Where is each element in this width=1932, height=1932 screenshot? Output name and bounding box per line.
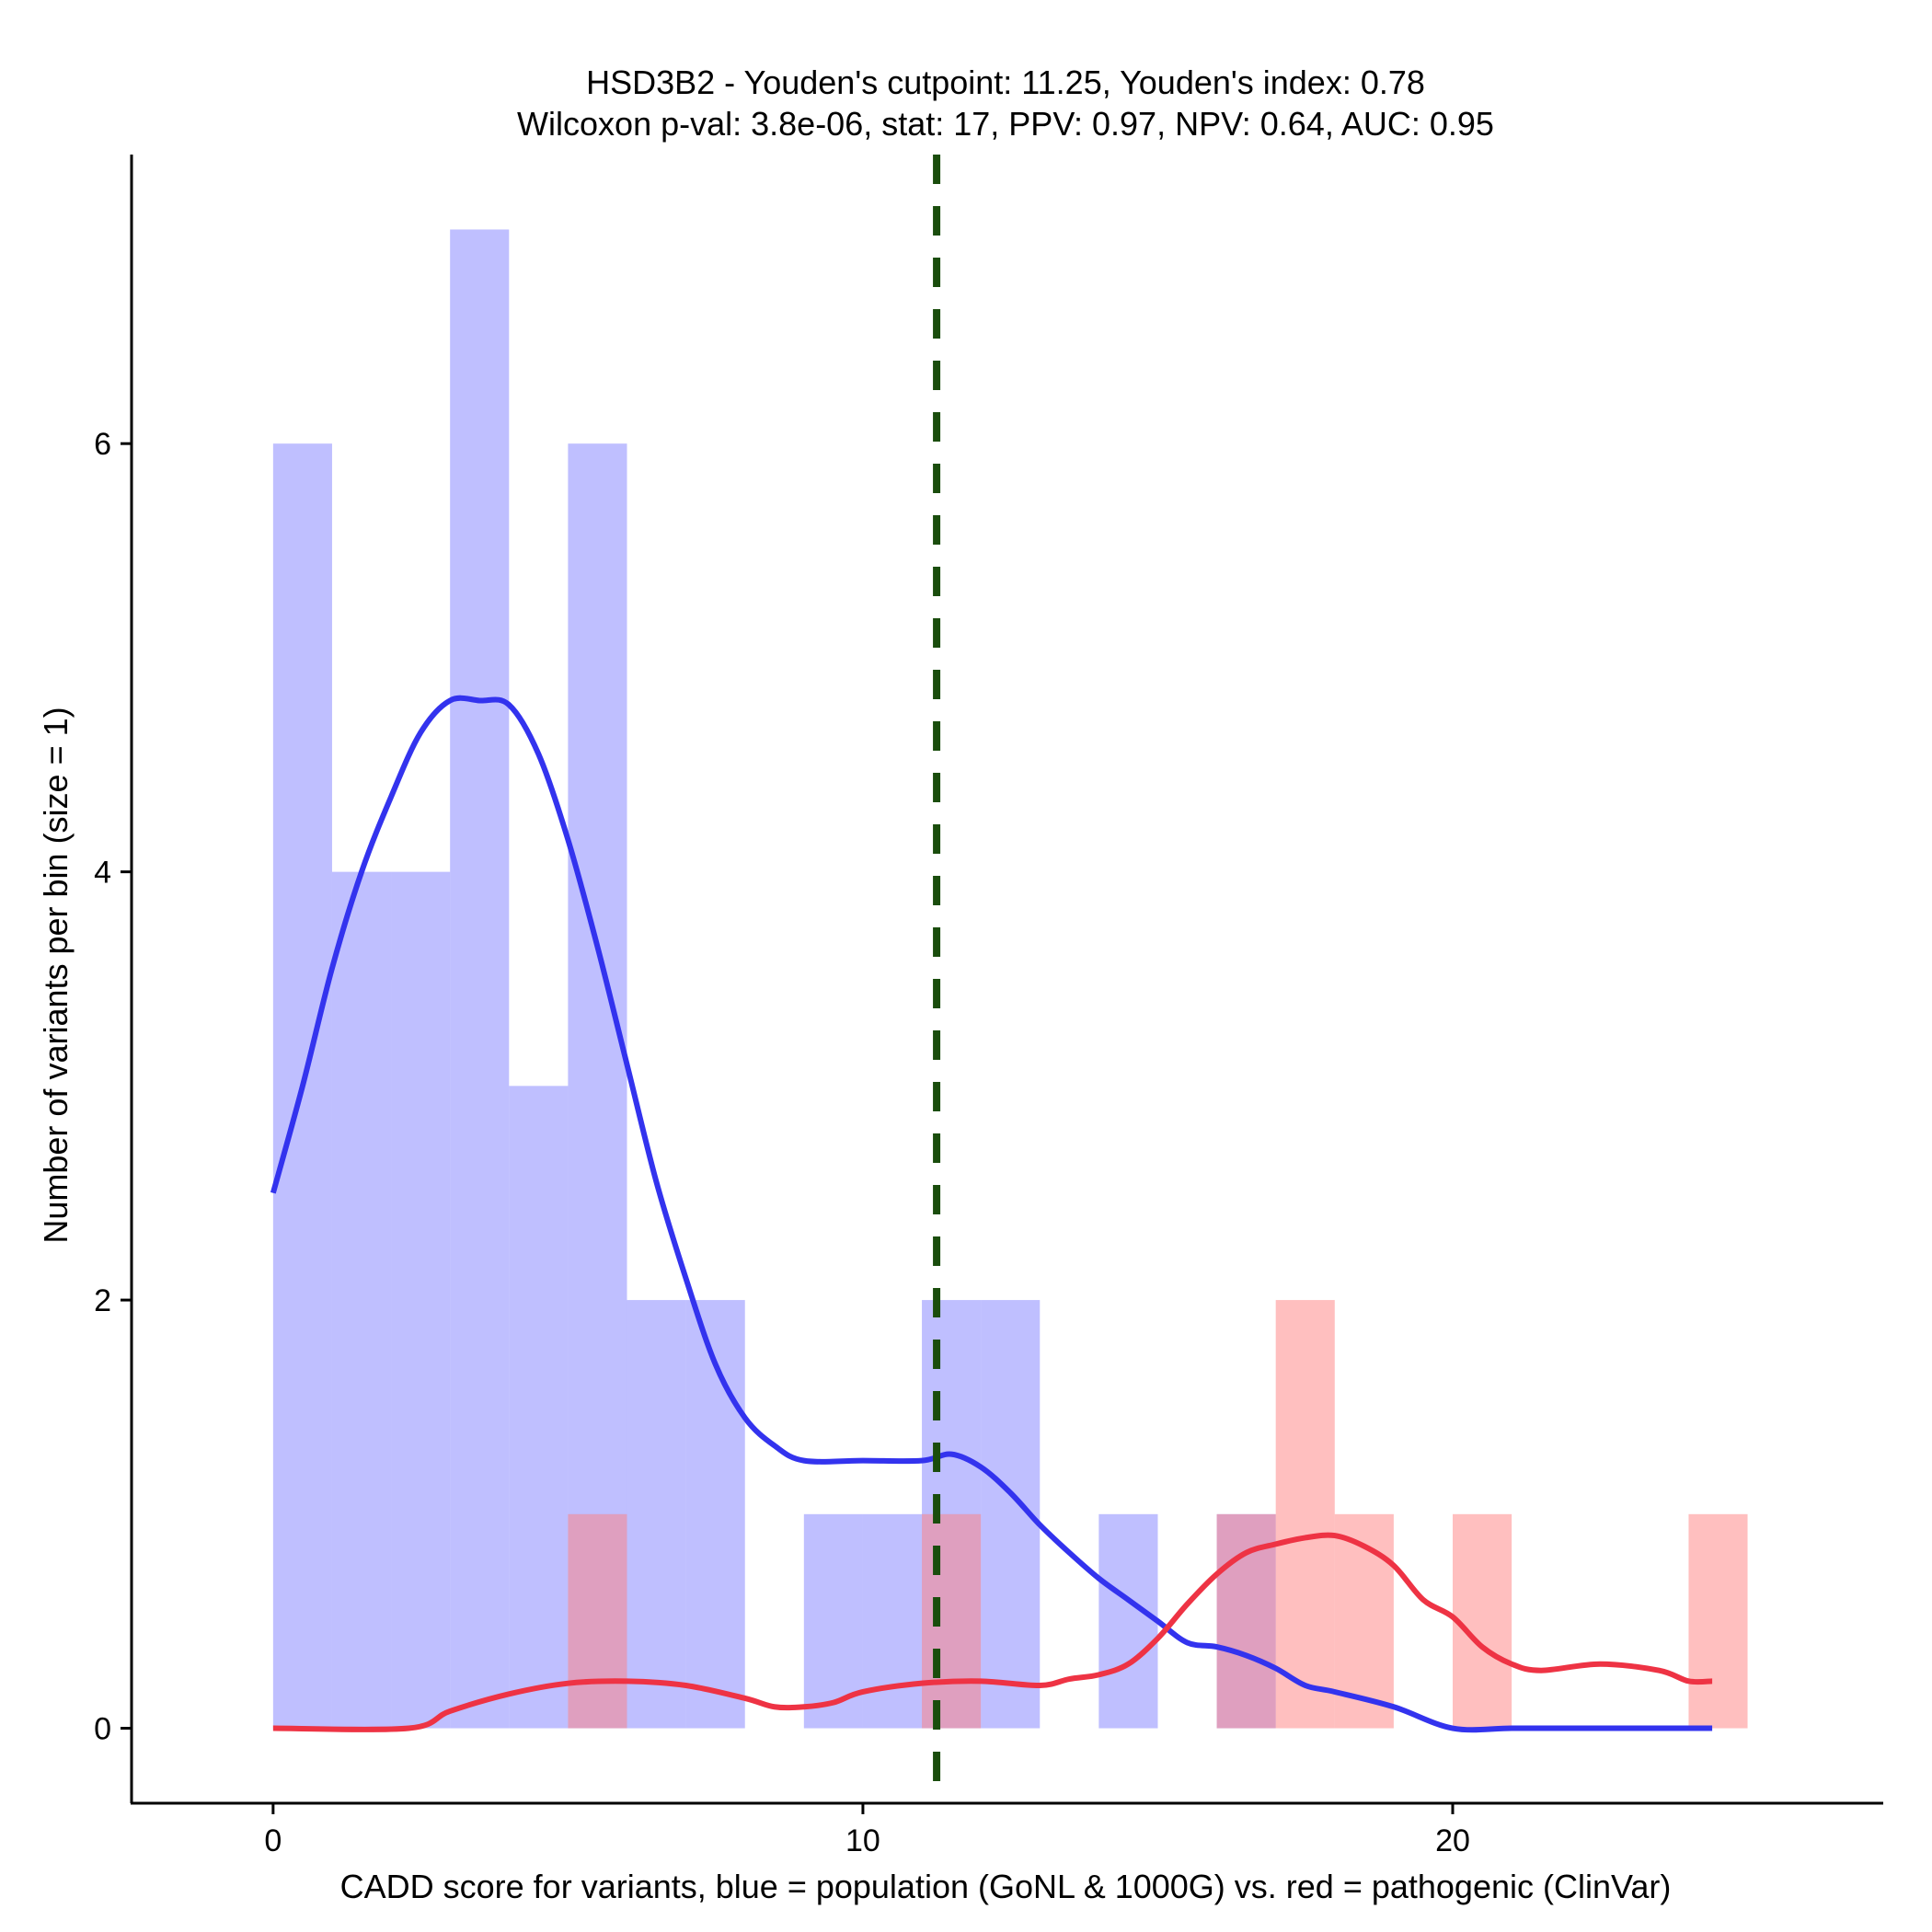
axes (130, 155, 1883, 1805)
population-bar-3 (450, 229, 510, 1729)
density-curves (270, 695, 1713, 1733)
population-bar-14 (1098, 1513, 1158, 1729)
x-tick-label-0: 0 (264, 1823, 282, 1858)
pathogenic-bar-17 (1275, 1300, 1335, 1729)
histogram-bars (272, 229, 1748, 1729)
y-ticks: 0 2 4 6 (94, 427, 132, 1747)
y-axis-label: Number of variants per bin (size = 1) (37, 707, 75, 1243)
y-tick-label-6: 6 (94, 427, 111, 462)
chart-title-line1: HSD3B2 - Youden's cutpoint: 11.25, Youde… (586, 63, 1425, 101)
y-tick-label-0: 0 (94, 1712, 111, 1747)
population-bar-5 (568, 443, 627, 1729)
population-bar-10 (862, 1513, 923, 1729)
x-ticks: 0 10 20 (264, 1803, 1470, 1858)
population-bar-2 (391, 871, 451, 1729)
x-tick-label-20: 20 (1435, 1823, 1470, 1858)
pathogenic-bar-24 (1688, 1513, 1748, 1729)
x-axis-label: CADD score for variants, blue = populati… (340, 1868, 1672, 1905)
population-density-line (270, 695, 1713, 1733)
chart-title-line2: Wilcoxon p-val: 3.8e-06, stat: 17, PPV: … (517, 105, 1494, 143)
population-bar-1 (331, 871, 392, 1729)
y-tick-label-2: 2 (94, 1283, 111, 1318)
pathogenic-bar-5 (568, 1513, 627, 1729)
population-bar-7 (685, 1300, 745, 1729)
pathogenic-bar-20 (1453, 1513, 1512, 1729)
population-bar-4 (509, 1086, 569, 1729)
population-bar-6 (627, 1300, 686, 1729)
x-tick-label-10: 10 (845, 1823, 880, 1858)
pathogenic-bar-11 (922, 1513, 982, 1729)
pathogenic-density-line (272, 1532, 1713, 1732)
y-tick-label-4: 4 (94, 856, 111, 891)
